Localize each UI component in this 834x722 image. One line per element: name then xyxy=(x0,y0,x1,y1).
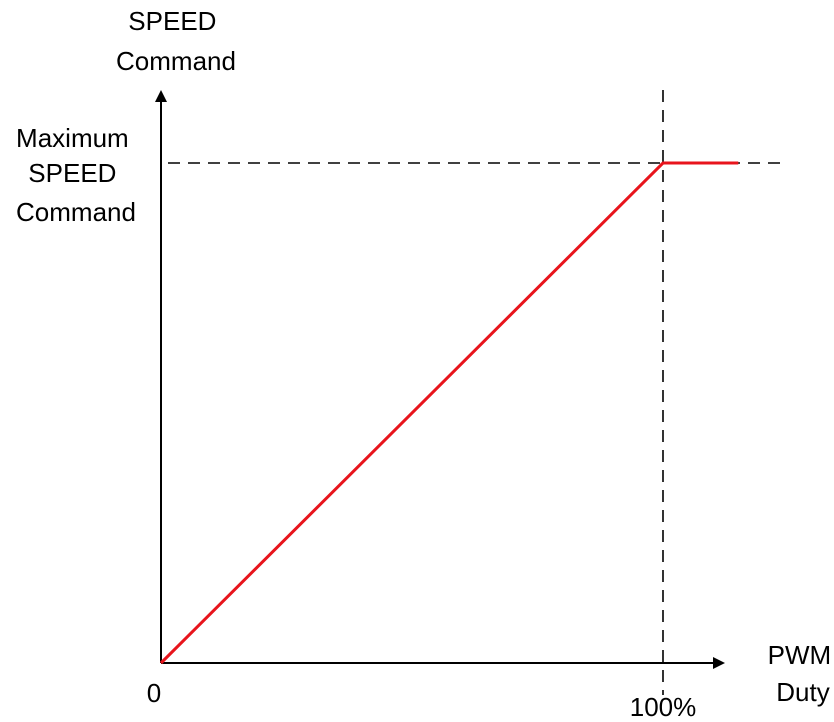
y-max-label-line-2: SPEED xyxy=(28,158,116,188)
y-max-label: Maximum SPEED Command xyxy=(16,123,136,227)
y-axis-label: SPEED Command xyxy=(116,6,236,76)
x-tick-label-100-percent: 100% xyxy=(630,692,697,722)
y-max-label-line-1: Maximum xyxy=(16,123,129,153)
x-axis-label-line-1: PWM xyxy=(768,640,832,670)
x-axis-label: PWM Duty xyxy=(768,640,834,707)
y-axis-label-line-1: SPEED xyxy=(128,6,216,36)
x-axis-label-line-2: Duty xyxy=(776,677,829,707)
origin-label: 0 xyxy=(147,678,161,708)
y-axis-label-line-2: Command xyxy=(116,46,236,76)
speed-command-series-line xyxy=(159,161,739,665)
y-max-label-line-3: Command xyxy=(16,197,136,227)
